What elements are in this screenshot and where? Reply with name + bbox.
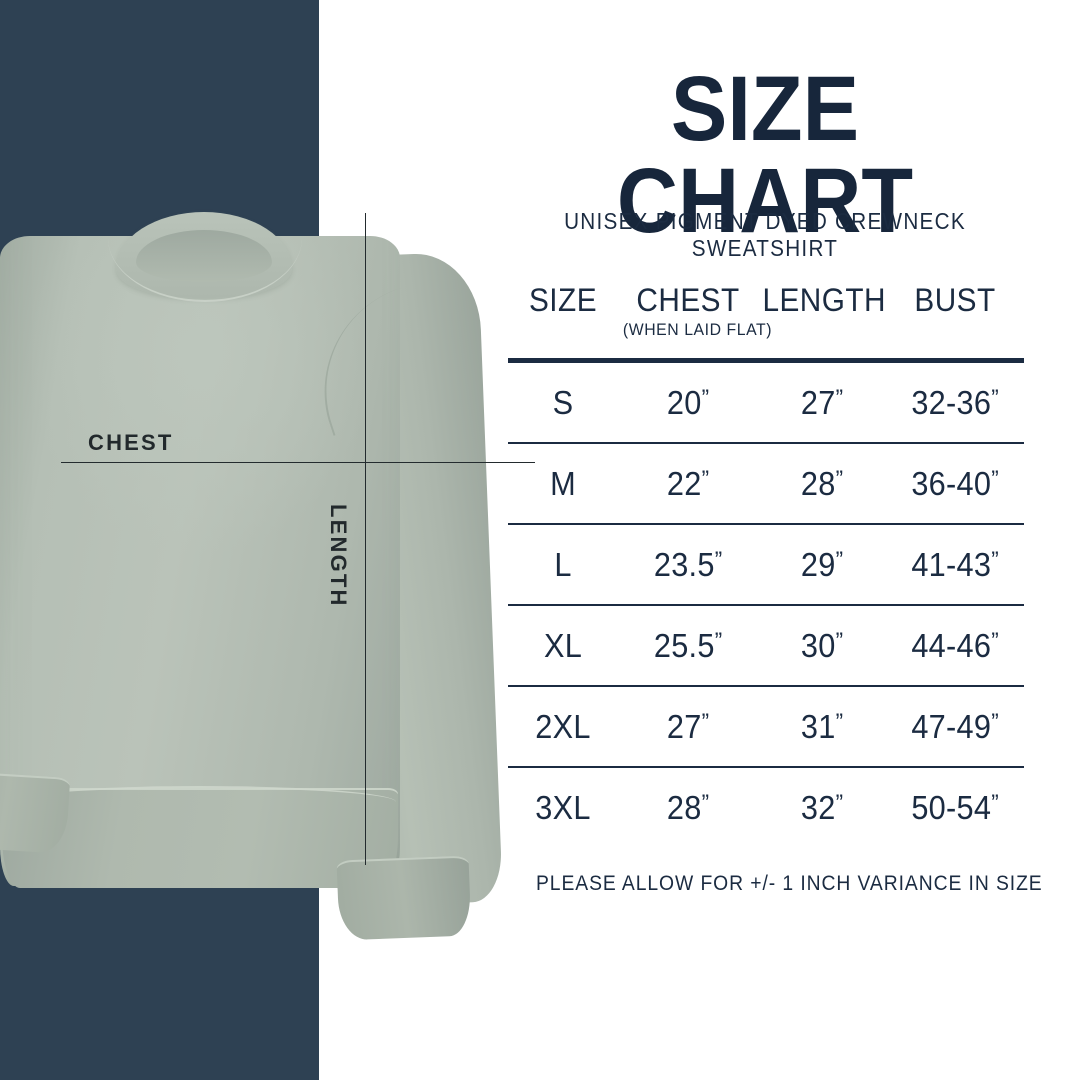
- chart-content-column: SIZE CHART UNISEX PIGMENT DYED CREWNECK …: [500, 0, 1080, 1080]
- chest-measurement-line: [61, 462, 535, 463]
- table-row: 2XL 27” 31” 47-49”: [508, 687, 1024, 768]
- sweatshirt-collar-seam: [108, 238, 302, 302]
- cell-length-value: 31: [800, 707, 836, 745]
- cell-chest: 27”: [623, 708, 753, 746]
- cell-bust: 47-49”: [891, 708, 1019, 746]
- page-subtitle: UNISEX PIGMENT DYED CREWNECK SWEATSHIRT: [564, 208, 966, 261]
- inch-mark: ”: [991, 465, 999, 493]
- inch-mark: ”: [991, 789, 999, 817]
- column-header-chest: CHEST: [636, 282, 740, 318]
- column-header-bust: BUST: [914, 282, 996, 318]
- cell-bust-value: 44-46: [911, 626, 992, 664]
- inch-mark: ”: [701, 384, 710, 412]
- cell-chest-value: 22: [666, 464, 702, 502]
- size-table: SIZE CHEST LENGTH BUST (WHEN LAID FLAT) …: [508, 282, 1024, 847]
- sweatshirt-right-cuff: [336, 855, 472, 941]
- cell-chest: 20”: [623, 384, 753, 422]
- cell-bust-value: 47-49: [911, 707, 992, 745]
- cell-chest-value: 23.5: [653, 545, 715, 583]
- cell-chest-value: 28: [666, 788, 702, 826]
- cell-bust: 32-36”: [891, 384, 1019, 422]
- chest-column-note: (WHEN LAID FLAT): [622, 320, 773, 339]
- inch-mark: ”: [835, 465, 844, 493]
- cell-chest: 23.5”: [623, 546, 753, 584]
- cell-bust-value: 50-54: [911, 788, 992, 826]
- table-row: XL 25.5” 30” 44-46”: [508, 606, 1024, 687]
- cell-size: S: [552, 383, 574, 421]
- cell-bust-value: 36-40: [911, 464, 992, 502]
- inch-mark: ”: [991, 708, 999, 736]
- cell-chest: 28”: [623, 789, 753, 827]
- inch-mark: ”: [991, 384, 999, 412]
- inch-mark: ”: [991, 546, 999, 574]
- sweatshirt-photo: [0, 196, 560, 941]
- cell-chest-value: 25.5: [653, 626, 715, 664]
- sweatshirt-hem-seam: [4, 786, 396, 802]
- inch-mark: ”: [714, 627, 723, 655]
- length-measurement-label: LENGTH: [326, 504, 351, 608]
- inch-mark: ”: [835, 789, 844, 817]
- column-header-size: SIZE: [528, 282, 598, 318]
- table-row: 3XL 28” 32” 50-54”: [508, 768, 1024, 847]
- inch-mark: ”: [714, 546, 723, 574]
- cell-size: XL: [543, 626, 583, 664]
- cell-chest: 22”: [623, 465, 753, 503]
- cell-length: 28”: [762, 465, 881, 503]
- cell-length: 30”: [762, 627, 881, 665]
- cell-size: M: [550, 464, 576, 502]
- page-title: SIZE CHART: [616, 58, 914, 252]
- cell-length: 31”: [762, 708, 881, 746]
- inch-mark: ”: [701, 465, 710, 493]
- cell-length-value: 30: [800, 626, 836, 664]
- inch-mark: ”: [701, 789, 710, 817]
- length-measurement-line: [365, 213, 366, 865]
- cell-length: 27”: [762, 384, 881, 422]
- cell-chest: 25.5”: [623, 627, 753, 665]
- inch-mark: ”: [835, 546, 844, 574]
- cell-bust-value: 32-36: [911, 383, 992, 421]
- variance-note: PLEASE ALLOW FOR +/- 1 INCH VARIANCE IN …: [536, 872, 1043, 895]
- inch-mark: ”: [835, 627, 844, 655]
- cell-size: 2XL: [535, 707, 591, 745]
- table-row: L 23.5” 29” 41-43”: [508, 525, 1024, 606]
- table-row: S 20” 27” 32-36”: [508, 363, 1024, 444]
- column-header-length: LENGTH: [762, 282, 886, 318]
- cell-length-value: 29: [800, 545, 836, 583]
- chest-measurement-label: CHEST: [88, 430, 174, 455]
- table-header-rule: [508, 358, 1024, 363]
- cell-length-value: 28: [800, 464, 836, 502]
- cell-bust: 50-54”: [891, 789, 1019, 827]
- table-row: M 22” 28” 36-40”: [508, 444, 1024, 525]
- cell-length: 29”: [762, 546, 881, 584]
- cell-length: 32”: [762, 789, 881, 827]
- cell-bust-value: 41-43: [911, 545, 992, 583]
- cell-length-value: 32: [800, 788, 836, 826]
- cell-size: L: [554, 545, 572, 583]
- table-header: SIZE CHEST LENGTH BUST (WHEN LAID FLAT): [508, 282, 1024, 356]
- cell-bust: 36-40”: [891, 465, 1019, 503]
- inch-mark: ”: [991, 627, 999, 655]
- sweatshirt-body: [0, 236, 400, 886]
- cell-chest-value: 20: [666, 383, 702, 421]
- inch-mark: ”: [835, 708, 844, 736]
- cell-bust: 44-46”: [891, 627, 1019, 665]
- cell-length-value: 27: [800, 383, 836, 421]
- inch-mark: ”: [701, 708, 710, 736]
- cell-chest-value: 27: [666, 707, 702, 745]
- inch-mark: ”: [835, 384, 844, 412]
- cell-size: 3XL: [535, 788, 591, 826]
- cell-bust: 41-43”: [891, 546, 1019, 584]
